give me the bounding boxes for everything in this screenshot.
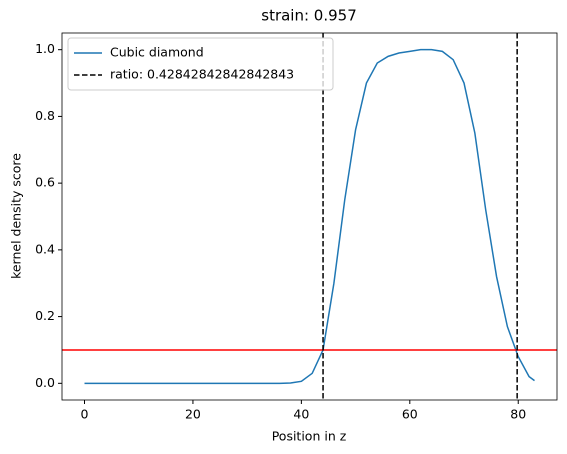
y-tick-label: 0.0 xyxy=(35,375,55,390)
y-tick-label: 0.4 xyxy=(35,241,55,256)
y-tick-label: 0.6 xyxy=(35,175,55,190)
chart-title: strain: 0.957 xyxy=(261,7,357,25)
legend-box xyxy=(67,37,334,91)
y-tick-label: 0.2 xyxy=(35,308,55,323)
y-axis-label: kernel density score xyxy=(9,153,24,279)
legend-label: ratio: 0.42842842842842843 xyxy=(110,67,294,82)
data-line xyxy=(84,48,535,385)
legend-label: Cubic diamond xyxy=(110,45,204,60)
y-tick-label: 1.0 xyxy=(35,41,55,56)
plot-frame xyxy=(61,32,558,401)
x-tick-label: 40 xyxy=(293,407,309,422)
x-axis-label: Position in z xyxy=(272,429,347,444)
x-tick-label: 60 xyxy=(402,407,418,422)
x-tick-label: 80 xyxy=(510,407,526,422)
y-tick-label: 0.8 xyxy=(35,108,55,123)
x-tick-label: 20 xyxy=(185,407,201,422)
x-tick-label: 0 xyxy=(81,407,89,422)
